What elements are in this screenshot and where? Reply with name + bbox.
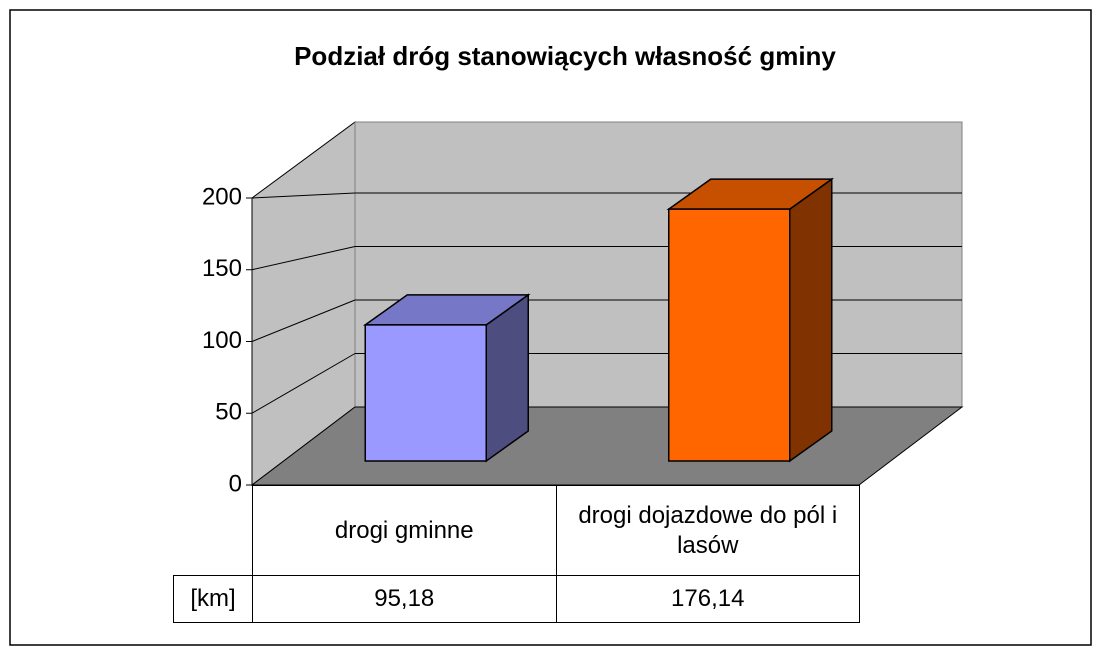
y-tick-label: 200 — [202, 183, 242, 210]
floor — [250, 406, 964, 486]
bar — [668, 208, 791, 462]
value-cell: 95,18 — [252, 575, 557, 623]
grid: 0 50 100 150 200 — [202, 183, 962, 497]
grid-line — [251, 192, 356, 199]
bar-side — [789, 177, 833, 463]
bar — [364, 324, 487, 462]
y-tick-label: 100 — [202, 327, 242, 354]
grid-line — [251, 246, 356, 271]
grid-line — [251, 353, 356, 414]
chart-title: Podział dróg stanowiących własność gminy — [294, 41, 836, 71]
bars — [362, 177, 835, 463]
series-cell: [km] — [173, 575, 253, 623]
y-tick-label: 150 — [202, 255, 242, 282]
y-tick-label: 50 — [215, 399, 242, 426]
category-cell: drogi gminne — [252, 485, 557, 576]
value-cell: 176,14 — [555, 575, 860, 623]
y-tick-label: 0 — [229, 470, 242, 497]
grid-line — [251, 299, 356, 342]
category-cell: drogi dojazdowe do pól i lasów — [555, 485, 860, 576]
